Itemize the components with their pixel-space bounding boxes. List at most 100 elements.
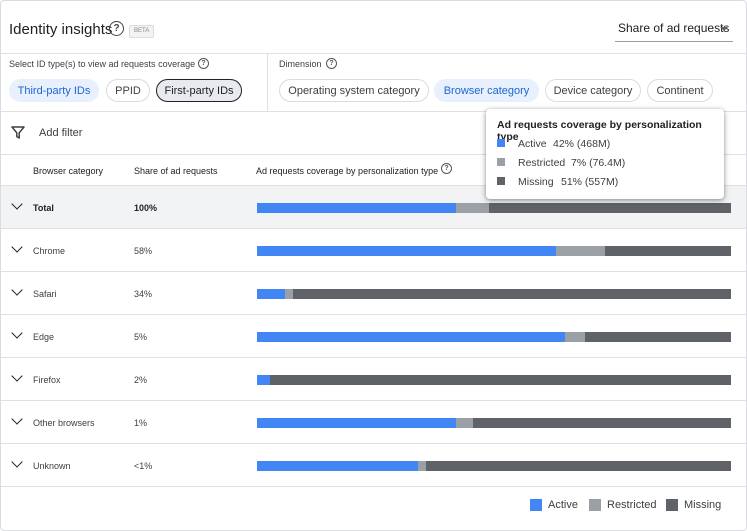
id-type-label: Select ID type(s) to view ad requests co… xyxy=(9,59,196,69)
chip-browser-category[interactable]: Browser category xyxy=(434,79,539,102)
bar-segment-missing[interactable] xyxy=(292,289,731,299)
tooltip-restricted-value: 7% (76.4M) xyxy=(571,157,626,169)
column-header-share[interactable]: Share of ad requests xyxy=(134,166,218,176)
dimension-label: Dimension xyxy=(279,59,322,69)
row-browser-name: Other browsers xyxy=(33,418,95,428)
table-row[interactable]: Edge 5% xyxy=(1,315,746,357)
divider xyxy=(1,185,746,186)
table-row[interactable]: Other browsers 1% xyxy=(1,401,746,443)
row-share-value: 34% xyxy=(134,289,153,299)
row-divider xyxy=(1,357,746,358)
bar-segment-active[interactable] xyxy=(257,203,457,213)
chip-continent[interactable]: Continent xyxy=(647,79,713,102)
row-divider xyxy=(1,228,746,229)
add-filter-button[interactable]: Add filter xyxy=(39,127,83,139)
chevron-down-icon[interactable] xyxy=(11,198,23,210)
page-title: Identity insights xyxy=(9,21,113,38)
row-divider xyxy=(1,314,746,315)
chevron-down-icon[interactable] xyxy=(11,241,23,253)
bar-segment-active[interactable] xyxy=(257,289,286,299)
bar-segment-active[interactable] xyxy=(257,246,556,256)
row-share-value: <1% xyxy=(134,461,153,471)
table-row[interactable]: Chrome 58% xyxy=(1,229,746,271)
table-row[interactable]: Firefox 2% xyxy=(1,358,746,400)
chevron-down-icon[interactable] xyxy=(11,413,23,425)
bar-segment-missing[interactable] xyxy=(605,246,731,256)
row-share-value: 2% xyxy=(134,375,148,385)
bar-segment-restricted[interactable] xyxy=(565,332,585,342)
tooltip-active-label: Active xyxy=(518,138,547,150)
bar-segment-active[interactable] xyxy=(257,375,270,385)
dimension-help-icon[interactable]: ? xyxy=(326,58,337,69)
row-browser-name: Total xyxy=(33,203,54,213)
divider xyxy=(1,53,746,54)
legend-missing-label: Missing xyxy=(684,499,722,511)
chip-first-party-ids[interactable]: First-party IDs xyxy=(156,79,242,102)
column-header-browser-category[interactable]: Browser category xyxy=(33,166,104,176)
coverage-bar[interactable] xyxy=(257,332,731,342)
metric-dropdown-underline xyxy=(615,41,733,42)
row-share-value: 5% xyxy=(134,332,148,342)
legend-missing-swatch xyxy=(666,499,678,511)
chip-operating-system-category[interactable]: Operating system category xyxy=(279,79,429,102)
table-row[interactable]: Unknown <1% xyxy=(1,444,746,486)
row-browser-name: Chrome xyxy=(33,246,66,256)
coverage-bar[interactable] xyxy=(257,203,731,213)
legend-restricted-label: Restricted xyxy=(607,499,657,511)
chevron-down-icon[interactable] xyxy=(720,27,728,31)
metric-dropdown[interactable]: Share of ad requests xyxy=(618,21,730,35)
coverage-bar[interactable] xyxy=(257,418,731,428)
legend-active-swatch xyxy=(530,499,542,511)
chip-device-category[interactable]: Device category xyxy=(545,79,641,102)
bar-segment-restricted[interactable] xyxy=(285,289,293,299)
coverage-tooltip: Ad requests coverage by personalization … xyxy=(486,109,724,199)
row-divider xyxy=(1,271,746,272)
tooltip-active-value: 42% (468M) xyxy=(553,138,611,150)
row-browser-name: Unknown xyxy=(33,461,71,471)
bar-segment-restricted[interactable] xyxy=(418,461,427,471)
tooltip-active-swatch xyxy=(497,139,505,147)
tooltip-missing-value: 51% (557M) xyxy=(561,176,619,188)
table-row[interactable]: Safari 34% xyxy=(1,272,746,314)
tooltip-restricted-label: Restricted xyxy=(518,157,566,169)
bar-segment-missing[interactable] xyxy=(426,461,731,471)
coverage-bar[interactable] xyxy=(257,289,731,299)
tooltip-restricted-swatch xyxy=(497,158,505,166)
tooltip-missing-label: Missing xyxy=(518,176,554,188)
id-type-help-icon[interactable]: ? xyxy=(198,58,209,69)
chevron-down-icon[interactable] xyxy=(11,284,23,296)
coverage-bar[interactable] xyxy=(257,375,731,385)
bar-segment-missing[interactable] xyxy=(269,375,731,385)
chevron-down-icon[interactable] xyxy=(11,456,23,468)
divider xyxy=(1,154,746,155)
chevron-down-icon[interactable] xyxy=(11,370,23,382)
coverage-bar[interactable] xyxy=(257,246,731,256)
coverage-bar[interactable] xyxy=(257,461,731,471)
bar-segment-active[interactable] xyxy=(257,461,419,471)
chevron-down-icon[interactable] xyxy=(11,327,23,339)
divider xyxy=(1,111,746,112)
bar-segment-active[interactable] xyxy=(257,332,566,342)
bar-segment-restricted[interactable] xyxy=(555,246,606,256)
bar-segment-missing[interactable] xyxy=(473,418,731,428)
help-icon[interactable]: ? xyxy=(109,21,124,36)
row-browser-name: Safari xyxy=(33,289,57,299)
bar-segment-missing[interactable] xyxy=(489,203,731,213)
tooltip-missing-swatch xyxy=(497,177,505,185)
row-browser-name: Edge xyxy=(33,332,55,342)
chip-ppid[interactable]: PPID xyxy=(106,79,150,102)
chip-third-party-ids[interactable]: Third-party IDs xyxy=(9,79,99,102)
bar-segment-restricted[interactable] xyxy=(456,418,474,428)
row-share-value: 58% xyxy=(134,246,153,256)
coverage-help-icon[interactable]: ? xyxy=(441,163,452,174)
bar-segment-missing[interactable] xyxy=(585,332,731,342)
bar-segment-active[interactable] xyxy=(257,418,457,428)
legend-restricted-swatch xyxy=(589,499,601,511)
beta-badge: BETA xyxy=(129,25,155,38)
column-header-coverage[interactable]: Ad requests coverage by personalization … xyxy=(256,166,439,176)
filter-icon[interactable] xyxy=(11,126,25,139)
section-divider xyxy=(267,53,268,111)
row-browser-name: Firefox xyxy=(33,375,61,385)
bar-segment-restricted[interactable] xyxy=(456,203,490,213)
